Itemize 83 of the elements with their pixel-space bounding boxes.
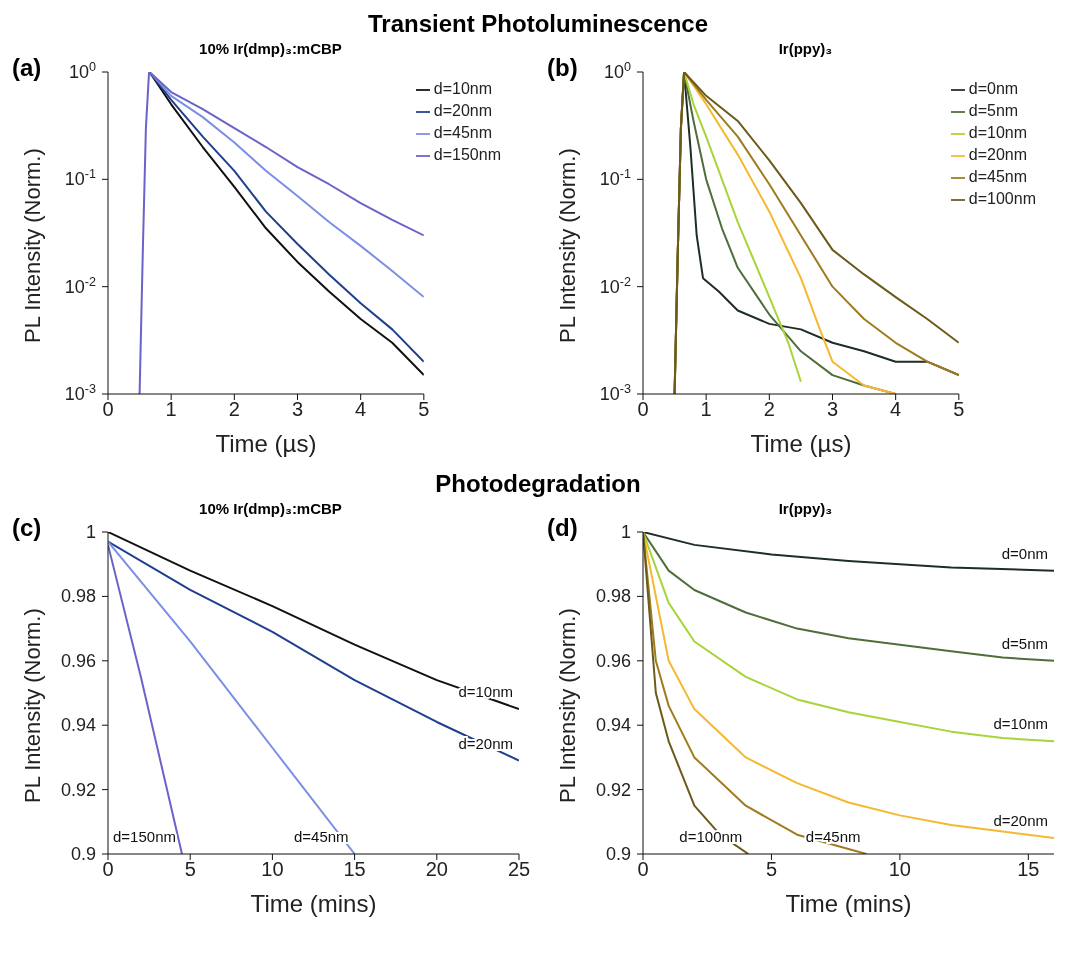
y-tick-label: 1 (85, 522, 96, 542)
x-tick-label: 1 (700, 398, 712, 421)
legend-label: d=45nm (968, 168, 1028, 185)
y-tick-label: 10$^{-3}$ (599, 382, 631, 404)
y-tick-label: 10$^{-1}$ (599, 167, 631, 190)
line-series (643, 532, 1054, 572)
line-series (108, 540, 519, 762)
line-series (643, 532, 1054, 743)
y-tick-label: 0.94 (60, 715, 96, 736)
y-tick-label: 1 (620, 522, 631, 542)
y-tick-label: 0.9 (70, 844, 96, 864)
x-tick-label: 1 (165, 398, 177, 421)
x-tick-label: 4 (890, 398, 902, 421)
x-tick-label: 10 (888, 858, 911, 881)
y-tick-label: 10$^{-3}$ (64, 382, 96, 404)
legend-label: d=10nm (433, 80, 493, 97)
y-tick-label: 0.98 (60, 586, 96, 607)
legend-label: d=100nm (968, 190, 1036, 207)
y-tick-label: 0.98 (595, 586, 631, 607)
series-label: d=20nm (993, 811, 1048, 829)
y-tick-label: 10$^{-2}$ (599, 274, 631, 297)
text: Photodegradation (434, 470, 642, 498)
y-tick-label: 0.96 (595, 650, 631, 671)
y-axis-title: PL Intensity (Norm.) (19, 148, 45, 343)
legend-label: d=0nm (968, 80, 1019, 97)
x-tick-label: 0 (102, 398, 114, 421)
legend-label: d=5nm (968, 102, 1019, 119)
chart-title: 10% Ir(dmp)₃:mCBP (199, 40, 342, 57)
chart-title: 10% Ir(dmp)₃:mCBP (199, 500, 342, 517)
y-tick-label: 0.96 (60, 650, 96, 671)
y-tick-label: 10$^{-2}$ (64, 274, 96, 297)
legend-label: d=20nm (968, 146, 1028, 163)
y-axis-title: PL Intensity (Norm.) (554, 608, 580, 803)
text: (d) (547, 514, 578, 542)
x-tick-label: 5 (184, 858, 196, 881)
line-series (148, 72, 424, 299)
x-tick-label: 2 (228, 398, 240, 421)
x-tick-label: 5 (418, 398, 430, 421)
x-tick-label: 25 (507, 858, 531, 881)
series-label: d=0nm (1001, 544, 1048, 562)
y-axis-title: PL Intensity (Norm.) (554, 148, 580, 343)
chart-title: Ir(ppy)₃ (778, 500, 833, 517)
legend-label: d=150nm (433, 146, 501, 163)
x-tick-label: 20 (425, 858, 448, 881)
line-series (108, 540, 356, 854)
series-label: d=150nm (113, 828, 176, 845)
x-tick-label: 10 (261, 858, 284, 881)
x-tick-label: 3 (826, 398, 839, 421)
series-label: d=5nm (1001, 634, 1048, 652)
x-tick-label: 5 (953, 398, 965, 421)
x-tick-label: 2 (763, 398, 775, 421)
y-tick-label: 0.92 (595, 779, 631, 800)
legend-label: d=45nm (433, 124, 493, 141)
x-tick-label: 3 (291, 398, 304, 421)
y-tick-label: 0.92 (60, 779, 96, 800)
line-series (673, 72, 959, 394)
y-tick-label: 10$^{0}$ (603, 60, 631, 82)
y-tick-label: 0.94 (595, 715, 631, 736)
y-tick-label: 0.9 (605, 844, 631, 864)
x-tick-label: 15 (1017, 858, 1040, 881)
x-tick-label: 0 (637, 398, 649, 421)
x-axis-title: Time (mins) (785, 890, 912, 917)
y-tick-label: 10$^{-1}$ (64, 167, 96, 190)
series-label: d=45nm (805, 828, 861, 845)
x-tick-label: 0 (102, 858, 114, 881)
x-tick-label: 0 (637, 858, 649, 881)
line-series (643, 532, 1054, 662)
series-label: d=10nm (993, 715, 1048, 733)
x-tick-label: 4 (355, 398, 367, 421)
y-axis-title: PL Intensity (Norm.) (19, 608, 45, 803)
x-axis-title: Time (µs) (215, 430, 317, 457)
y-tick-label: 10$^{0}$ (68, 60, 96, 82)
text: (a) (12, 54, 42, 82)
text: (c) (12, 514, 42, 542)
x-tick-label: 5 (765, 858, 777, 881)
x-tick-label: 15 (343, 858, 366, 881)
x-axis-title: Time (mins) (250, 890, 377, 917)
legend-label: d=10nm (968, 124, 1028, 141)
chart-title: Ir(ppy)₃ (778, 40, 833, 57)
text: Transient Photoluminescence (366, 10, 710, 38)
legend-label: d=20nm (433, 102, 493, 119)
text: (b) (547, 54, 578, 82)
x-axis-title: Time (µs) (750, 430, 852, 457)
